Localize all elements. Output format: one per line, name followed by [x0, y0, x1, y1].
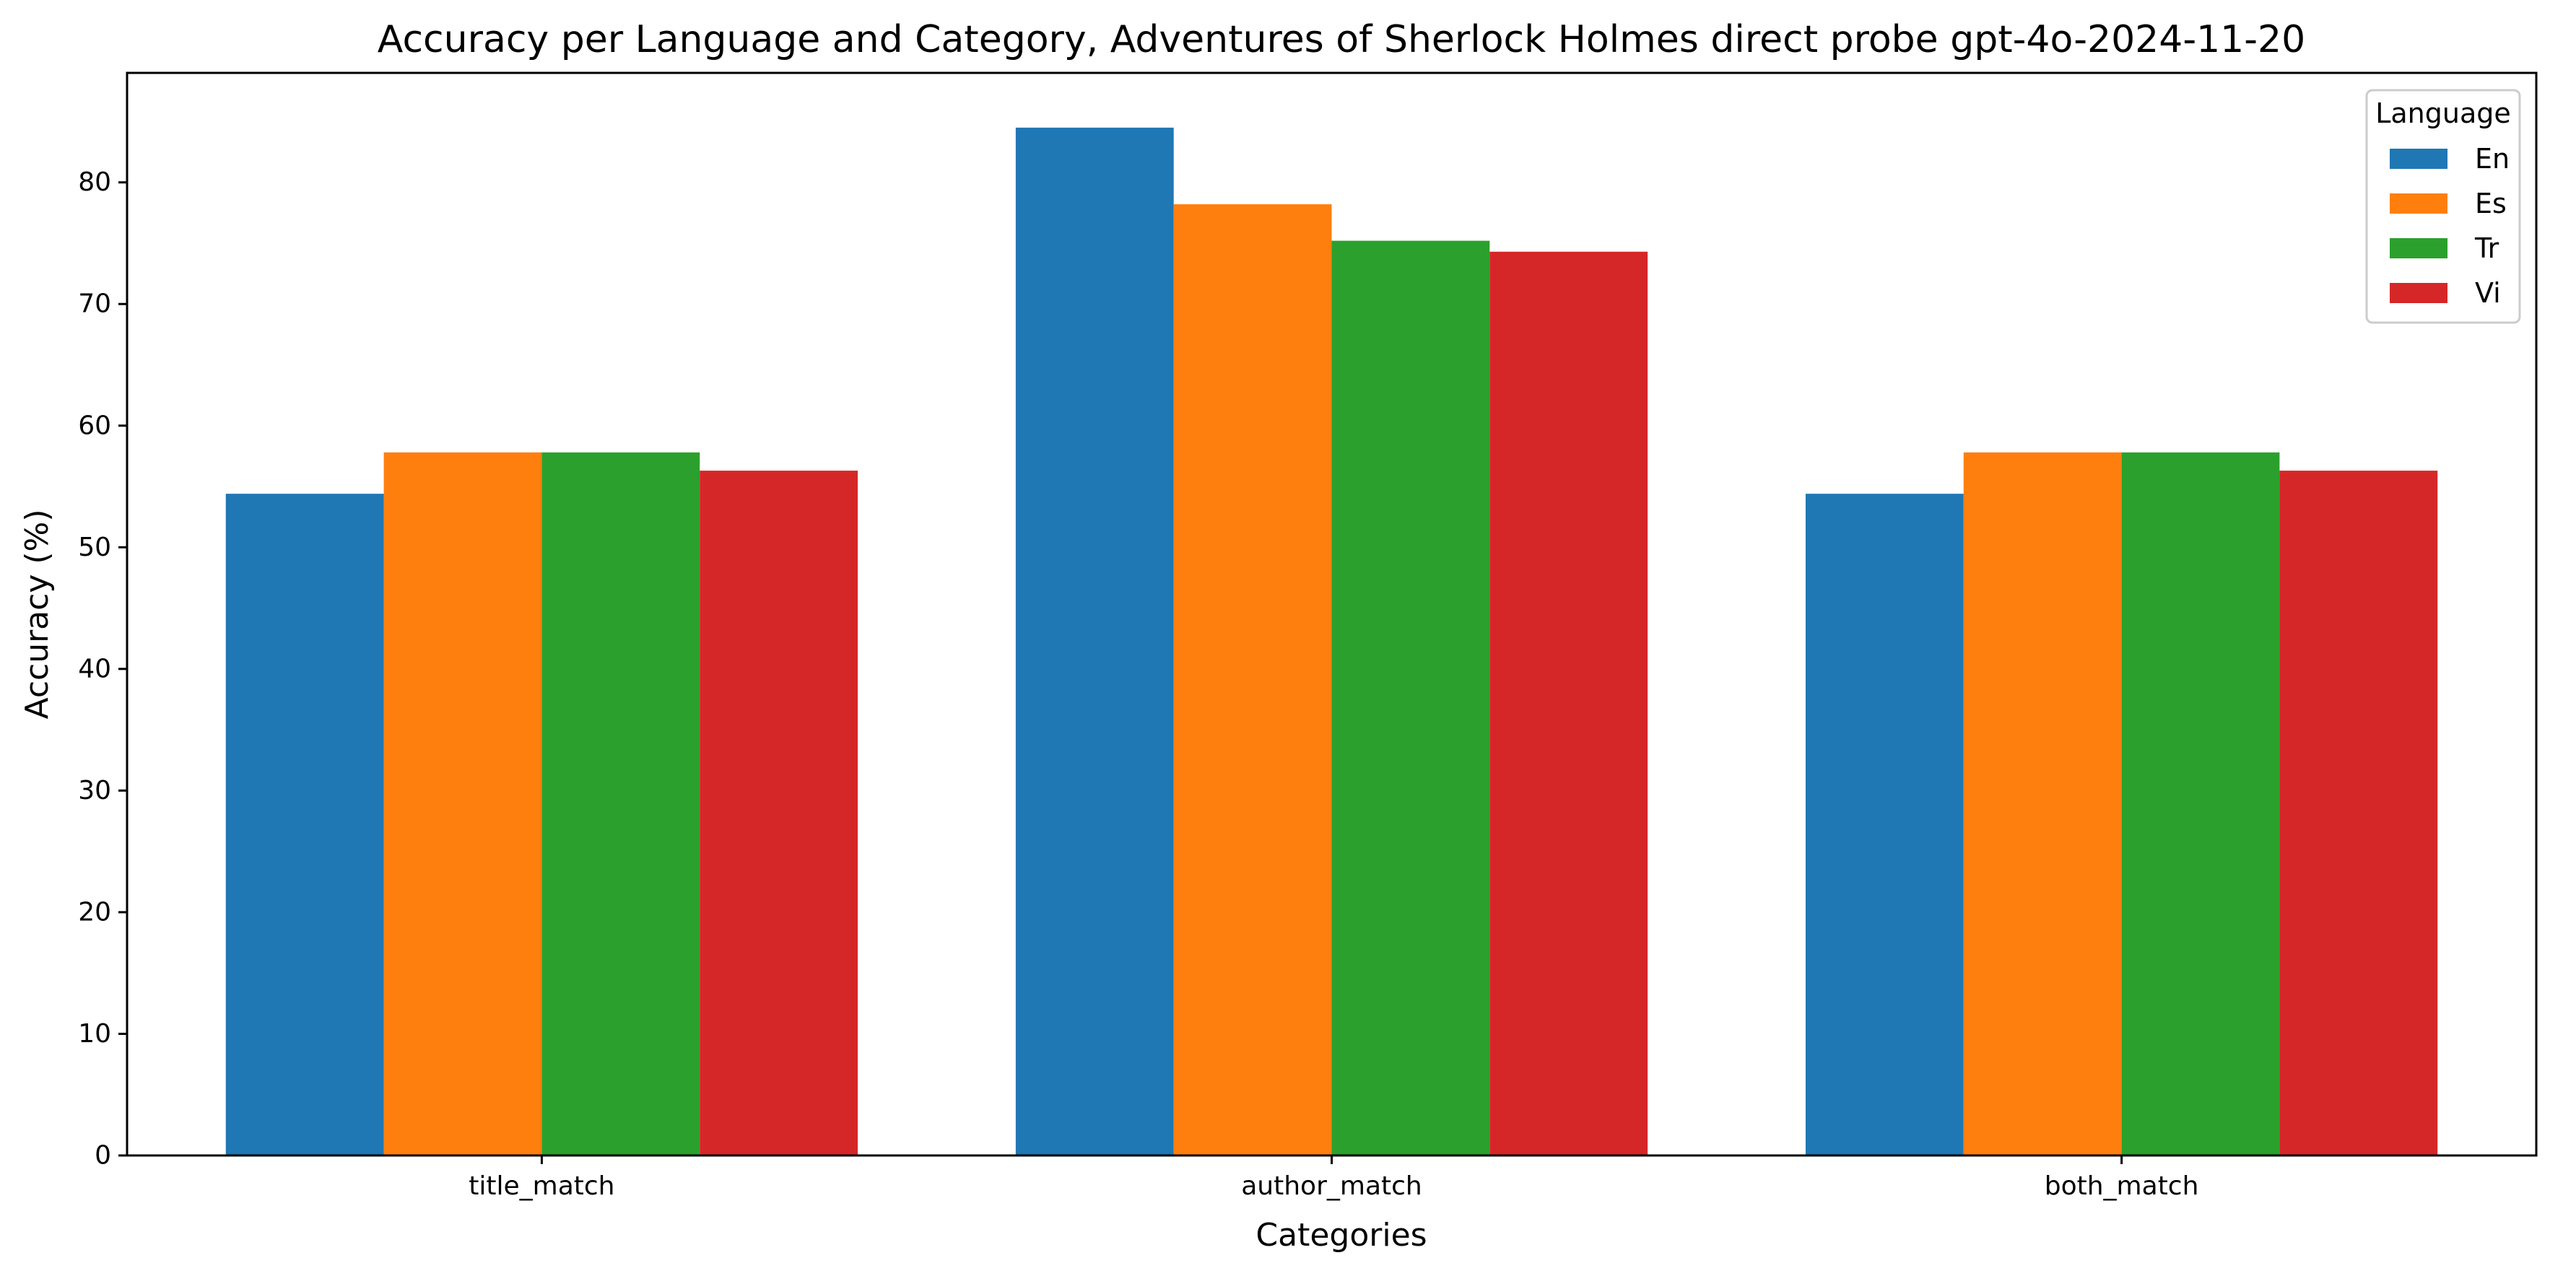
x-tick-label-both_match: both_match [2045, 1171, 2199, 1201]
bar-vi-both_match [2279, 471, 2438, 1155]
legend-swatch-es [2390, 193, 2447, 214]
bar-es-author_match [1173, 204, 1332, 1155]
legend-items: En Es Tr Vi [2390, 143, 2510, 309]
x-axis: title_match author_match both_match [469, 1155, 2198, 1201]
y-tick-label: 50 [78, 533, 111, 562]
legend-swatch-en [2390, 149, 2447, 169]
y-axis: 0 10 20 30 40 50 60 70 80 [78, 167, 127, 1171]
bar-tr-both_match [2121, 452, 2280, 1155]
chart-title: Accuracy per Language and Category, Adve… [378, 18, 2305, 61]
legend-swatch-tr [2390, 238, 2447, 258]
legend: Language En Es Tr Vi [2365, 89, 2521, 324]
y-tick-label: 40 [78, 654, 111, 683]
bar-vi-author_match [1489, 251, 1648, 1155]
legend-label-tr: Tr [2474, 232, 2499, 264]
bar-vi-title_match [700, 471, 858, 1155]
bar-tr-author_match [1331, 240, 1490, 1156]
legend-title: Language [2375, 97, 2511, 129]
y-tick-label: 0 [95, 1141, 111, 1171]
y-tick-label: 60 [78, 411, 111, 440]
y-tick-label: 70 [78, 289, 111, 319]
bar-en-both_match [1805, 494, 1964, 1155]
bars-layer [225, 127, 2438, 1156]
y-tick-label: 80 [78, 167, 111, 197]
legend-swatch-vi [2390, 283, 2447, 303]
bar-en-title_match [225, 494, 384, 1155]
legend-label-vi: Vi [2475, 277, 2501, 309]
y-tick-label: 10 [78, 1019, 111, 1049]
y-axis-label: Accuracy (%) [19, 509, 56, 719]
bar-es-both_match [1963, 452, 2122, 1155]
x-tick-label-title_match: title_match [469, 1171, 614, 1201]
x-tick-label-author_match: author_match [1241, 1171, 1422, 1201]
legend-label-es: Es [2475, 188, 2507, 219]
y-tick-label: 30 [78, 776, 111, 805]
y-tick-label: 20 [78, 897, 111, 927]
bar-tr-title_match [541, 452, 700, 1155]
legend-label-en: En [2475, 143, 2510, 175]
bar-en-author_match [1015, 127, 1174, 1156]
x-axis-label: Categories [1256, 1217, 1427, 1254]
bar-es-title_match [383, 452, 542, 1155]
